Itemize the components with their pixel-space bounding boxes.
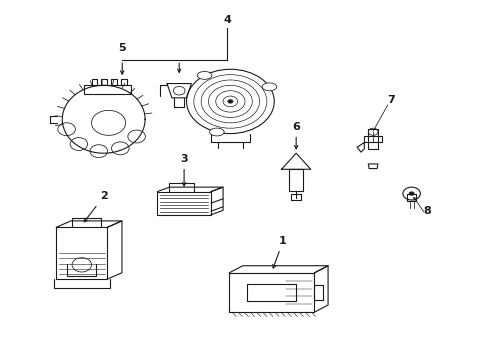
Circle shape: [187, 69, 274, 134]
Circle shape: [112, 142, 129, 155]
Circle shape: [128, 130, 146, 143]
Text: 7: 7: [387, 95, 395, 105]
Circle shape: [227, 99, 233, 104]
Circle shape: [403, 187, 420, 200]
Text: 3: 3: [180, 154, 188, 186]
Circle shape: [58, 123, 75, 136]
Circle shape: [90, 145, 108, 158]
Circle shape: [70, 138, 88, 150]
Circle shape: [72, 258, 92, 272]
Circle shape: [409, 192, 415, 196]
Circle shape: [173, 86, 185, 95]
Text: 8: 8: [424, 206, 432, 216]
Ellipse shape: [262, 83, 277, 91]
Ellipse shape: [210, 128, 224, 136]
Text: 4: 4: [223, 15, 231, 24]
Text: 6: 6: [292, 122, 300, 149]
Text: 2: 2: [84, 192, 108, 222]
Ellipse shape: [197, 72, 212, 79]
Text: 5: 5: [119, 43, 126, 53]
Text: 1: 1: [273, 236, 287, 268]
